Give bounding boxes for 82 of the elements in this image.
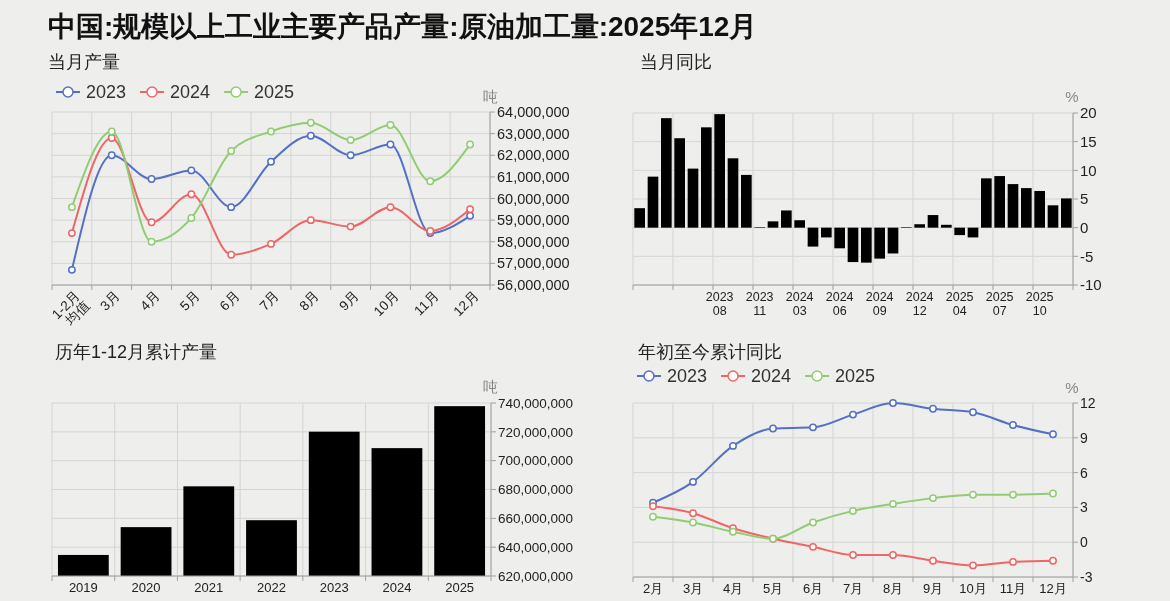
y-tick-label: -3: [1080, 568, 1093, 585]
x-tick-label: 2024 03: [785, 290, 814, 318]
x-tick-label: 3月: [97, 287, 124, 314]
y-axis-title: 吨: [482, 88, 498, 106]
x-tick-label: 2024: [382, 580, 412, 596]
legend-label: 2025: [835, 366, 876, 387]
x-tick-label: 1-2月 均值: [49, 287, 94, 329]
y-tick-label: 57,000,000: [497, 255, 570, 272]
x-tick-label: 2月: [642, 581, 664, 597]
y-axis-title: %: [1065, 379, 1079, 397]
y-tick-label: 620,000,000: [498, 568, 574, 584]
y-tick-label: 0: [1080, 534, 1088, 551]
chart-title: 中国:规模以上工业主要产品产量:原油加工量:2025年12月: [48, 11, 758, 42]
y-tick-label: 64,000,000: [497, 104, 570, 121]
y-tick-label: 700,000,000: [498, 453, 574, 469]
y-tick-label: 9: [1080, 429, 1088, 446]
legend-label: 2025: [254, 82, 295, 103]
x-tick-label: 12月: [450, 287, 482, 319]
y-tick-label: 20: [1080, 104, 1097, 122]
x-tick-label: 2024 06: [825, 290, 854, 318]
x-tick-label: 2021: [194, 580, 224, 596]
y-tick-label: 720,000,000: [498, 424, 574, 440]
x-tick-label: 3月: [682, 581, 704, 597]
x-tick-label: 6月: [216, 287, 243, 314]
chart-title: 年初至今累计同比: [638, 342, 782, 363]
x-tick-label: 2024 09: [865, 290, 894, 318]
x-tick-label: 2025 10: [1025, 290, 1054, 318]
y-tick-label: 56,000,000: [497, 277, 570, 294]
y-tick-label: 6: [1080, 464, 1088, 481]
y-tick-label: 15: [1080, 132, 1097, 150]
x-tick-label: 2020: [131, 580, 161, 596]
x-tick-label: 2022: [257, 580, 286, 596]
x-tick-label: 2025 04: [945, 290, 974, 318]
x-tick-label: 10月: [370, 287, 402, 319]
x-tick-label: 2024 12: [905, 290, 934, 318]
x-tick-label: 2025: [445, 580, 475, 596]
y-tick-label: 58,000,000: [497, 233, 570, 250]
x-tick-label: 4月: [722, 581, 744, 597]
x-tick-label: 10月: [959, 581, 987, 597]
legend-label: 2024: [751, 366, 792, 387]
y-tick-label: 5: [1080, 190, 1089, 208]
y-tick-label: 0: [1080, 218, 1089, 236]
y-tick-label: -5: [1080, 247, 1094, 265]
y-tick-label: 740,000,000: [498, 395, 574, 411]
y-tick-label: 3: [1080, 499, 1088, 516]
x-tick-label: 11月: [411, 287, 442, 319]
legend-label: 2024: [170, 82, 211, 103]
y-axis-title: 吨: [482, 378, 498, 396]
chart-subtitle: 当月产量: [48, 52, 120, 73]
y-tick-label: 59,000,000: [497, 212, 570, 229]
y-tick-label: 12: [1080, 394, 1096, 411]
y-tick-label: 680,000,000: [498, 482, 574, 498]
x-tick-label: 2025 07: [985, 290, 1014, 318]
y-tick-label: 60,000,000: [497, 190, 570, 207]
x-tick-label: 12月: [1039, 581, 1067, 597]
legend-label: 2023: [667, 366, 708, 387]
x-tick-label: 2019: [68, 580, 98, 596]
x-tick-label: 6月: [802, 581, 824, 597]
x-tick-label: 2023 11: [745, 290, 774, 318]
y-tick-label: 62,000,000: [497, 147, 570, 164]
x-tick-label: 9月: [336, 287, 363, 314]
y-tick-label: 10: [1080, 161, 1097, 179]
x-tick-label: 2023 08: [705, 290, 734, 318]
y-tick-label: 61,000,000: [497, 168, 570, 185]
x-tick-label: 7月: [256, 287, 283, 314]
x-tick-label: 8月: [296, 287, 323, 314]
y-tick-label: 660,000,000: [498, 511, 574, 527]
legend-label: 2023: [86, 82, 127, 103]
x-tick-label: 11月: [999, 581, 1027, 597]
x-tick-label: 5月: [762, 581, 784, 597]
x-tick-label: 7月: [842, 581, 864, 597]
chart-title: 当月同比: [640, 52, 712, 73]
x-tick-label: 2023: [319, 580, 349, 596]
x-tick-label: 4月: [137, 287, 164, 314]
x-tick-label: 9月: [922, 581, 944, 597]
y-axis-title: %: [1065, 88, 1079, 106]
y-tick-label: 640,000,000: [498, 539, 574, 555]
x-tick-label: 5月: [177, 287, 203, 314]
chart-title: 历年1-12月累计产量: [55, 342, 218, 363]
y-tick-label: -10: [1080, 276, 1102, 294]
x-tick-label: 8月: [882, 581, 904, 597]
y-tick-label: 63,000,000: [497, 125, 570, 142]
